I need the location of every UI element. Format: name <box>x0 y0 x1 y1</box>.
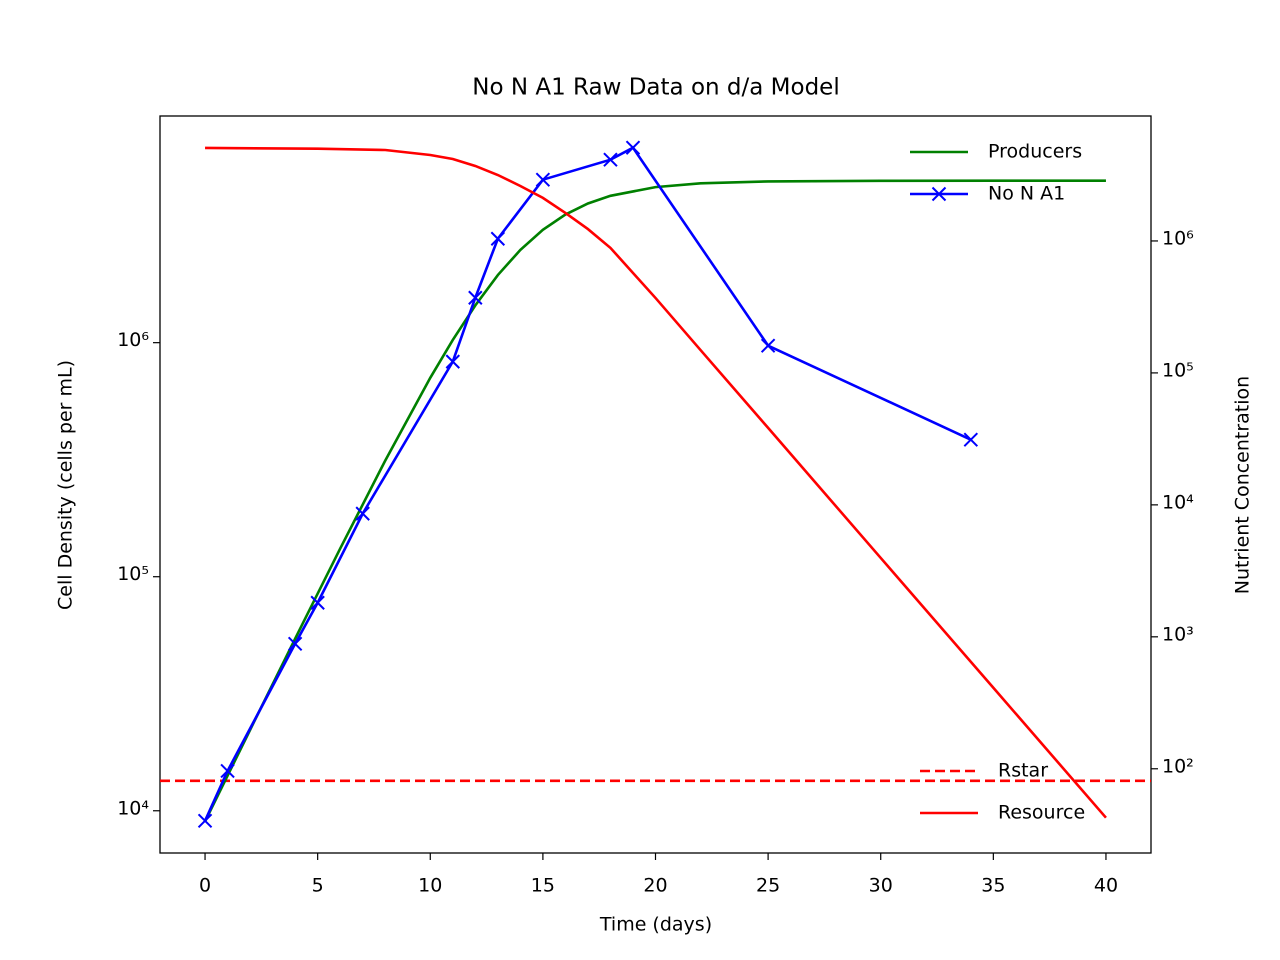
legend-label: Producers <box>988 141 1082 163</box>
y2-tick-label: 10⁶ <box>1162 227 1194 249</box>
marker <box>963 432 979 447</box>
x-tick-label: 30 <box>869 875 893 897</box>
marker <box>603 152 618 167</box>
y-tick-label: 10⁶ <box>117 329 149 351</box>
x-tick-label: 40 <box>1094 875 1118 897</box>
x-tick-label: 25 <box>756 875 780 897</box>
legend-label: No N A1 <box>988 183 1065 205</box>
x-tick-label: 15 <box>531 875 555 897</box>
chart-title: No N A1 Raw Data on d/a Model <box>472 75 839 101</box>
marker <box>445 354 461 369</box>
x-tick-label: 35 <box>981 875 1005 897</box>
y2-tick-label: 10⁵ <box>1162 359 1194 381</box>
marker <box>490 231 506 246</box>
x-tick-label: 10 <box>418 875 442 897</box>
y2-tick-label: 10² <box>1162 755 1194 777</box>
x-axis-label: Time (days) <box>599 914 712 936</box>
legend-label: Rstar <box>998 760 1048 782</box>
marker <box>535 172 551 187</box>
x-tick-label: 5 <box>312 875 324 897</box>
x-tick-label: 0 <box>199 875 211 897</box>
legend-label: Resource <box>998 802 1085 824</box>
marker <box>760 338 776 353</box>
y2-tick-label: 10³ <box>1162 623 1194 645</box>
marker <box>355 506 370 521</box>
marker <box>310 595 325 610</box>
legend-marker <box>931 186 947 202</box>
marker <box>468 290 483 305</box>
series-line <box>203 179 1106 823</box>
marker <box>220 763 235 779</box>
x-tick-label: 20 <box>643 875 667 897</box>
marker <box>625 140 641 155</box>
y-tick-label: 10⁵ <box>117 563 149 585</box>
y2-axis-label: Nutrient Concentration <box>1232 376 1254 594</box>
marker <box>287 636 303 651</box>
y-axis-label: Cell Density (cells per mL) <box>55 360 77 610</box>
y2-tick-label: 10⁴ <box>1162 491 1194 513</box>
marker <box>197 813 213 829</box>
y-tick-label: 10⁴ <box>117 797 149 819</box>
series-line <box>205 146 1107 819</box>
